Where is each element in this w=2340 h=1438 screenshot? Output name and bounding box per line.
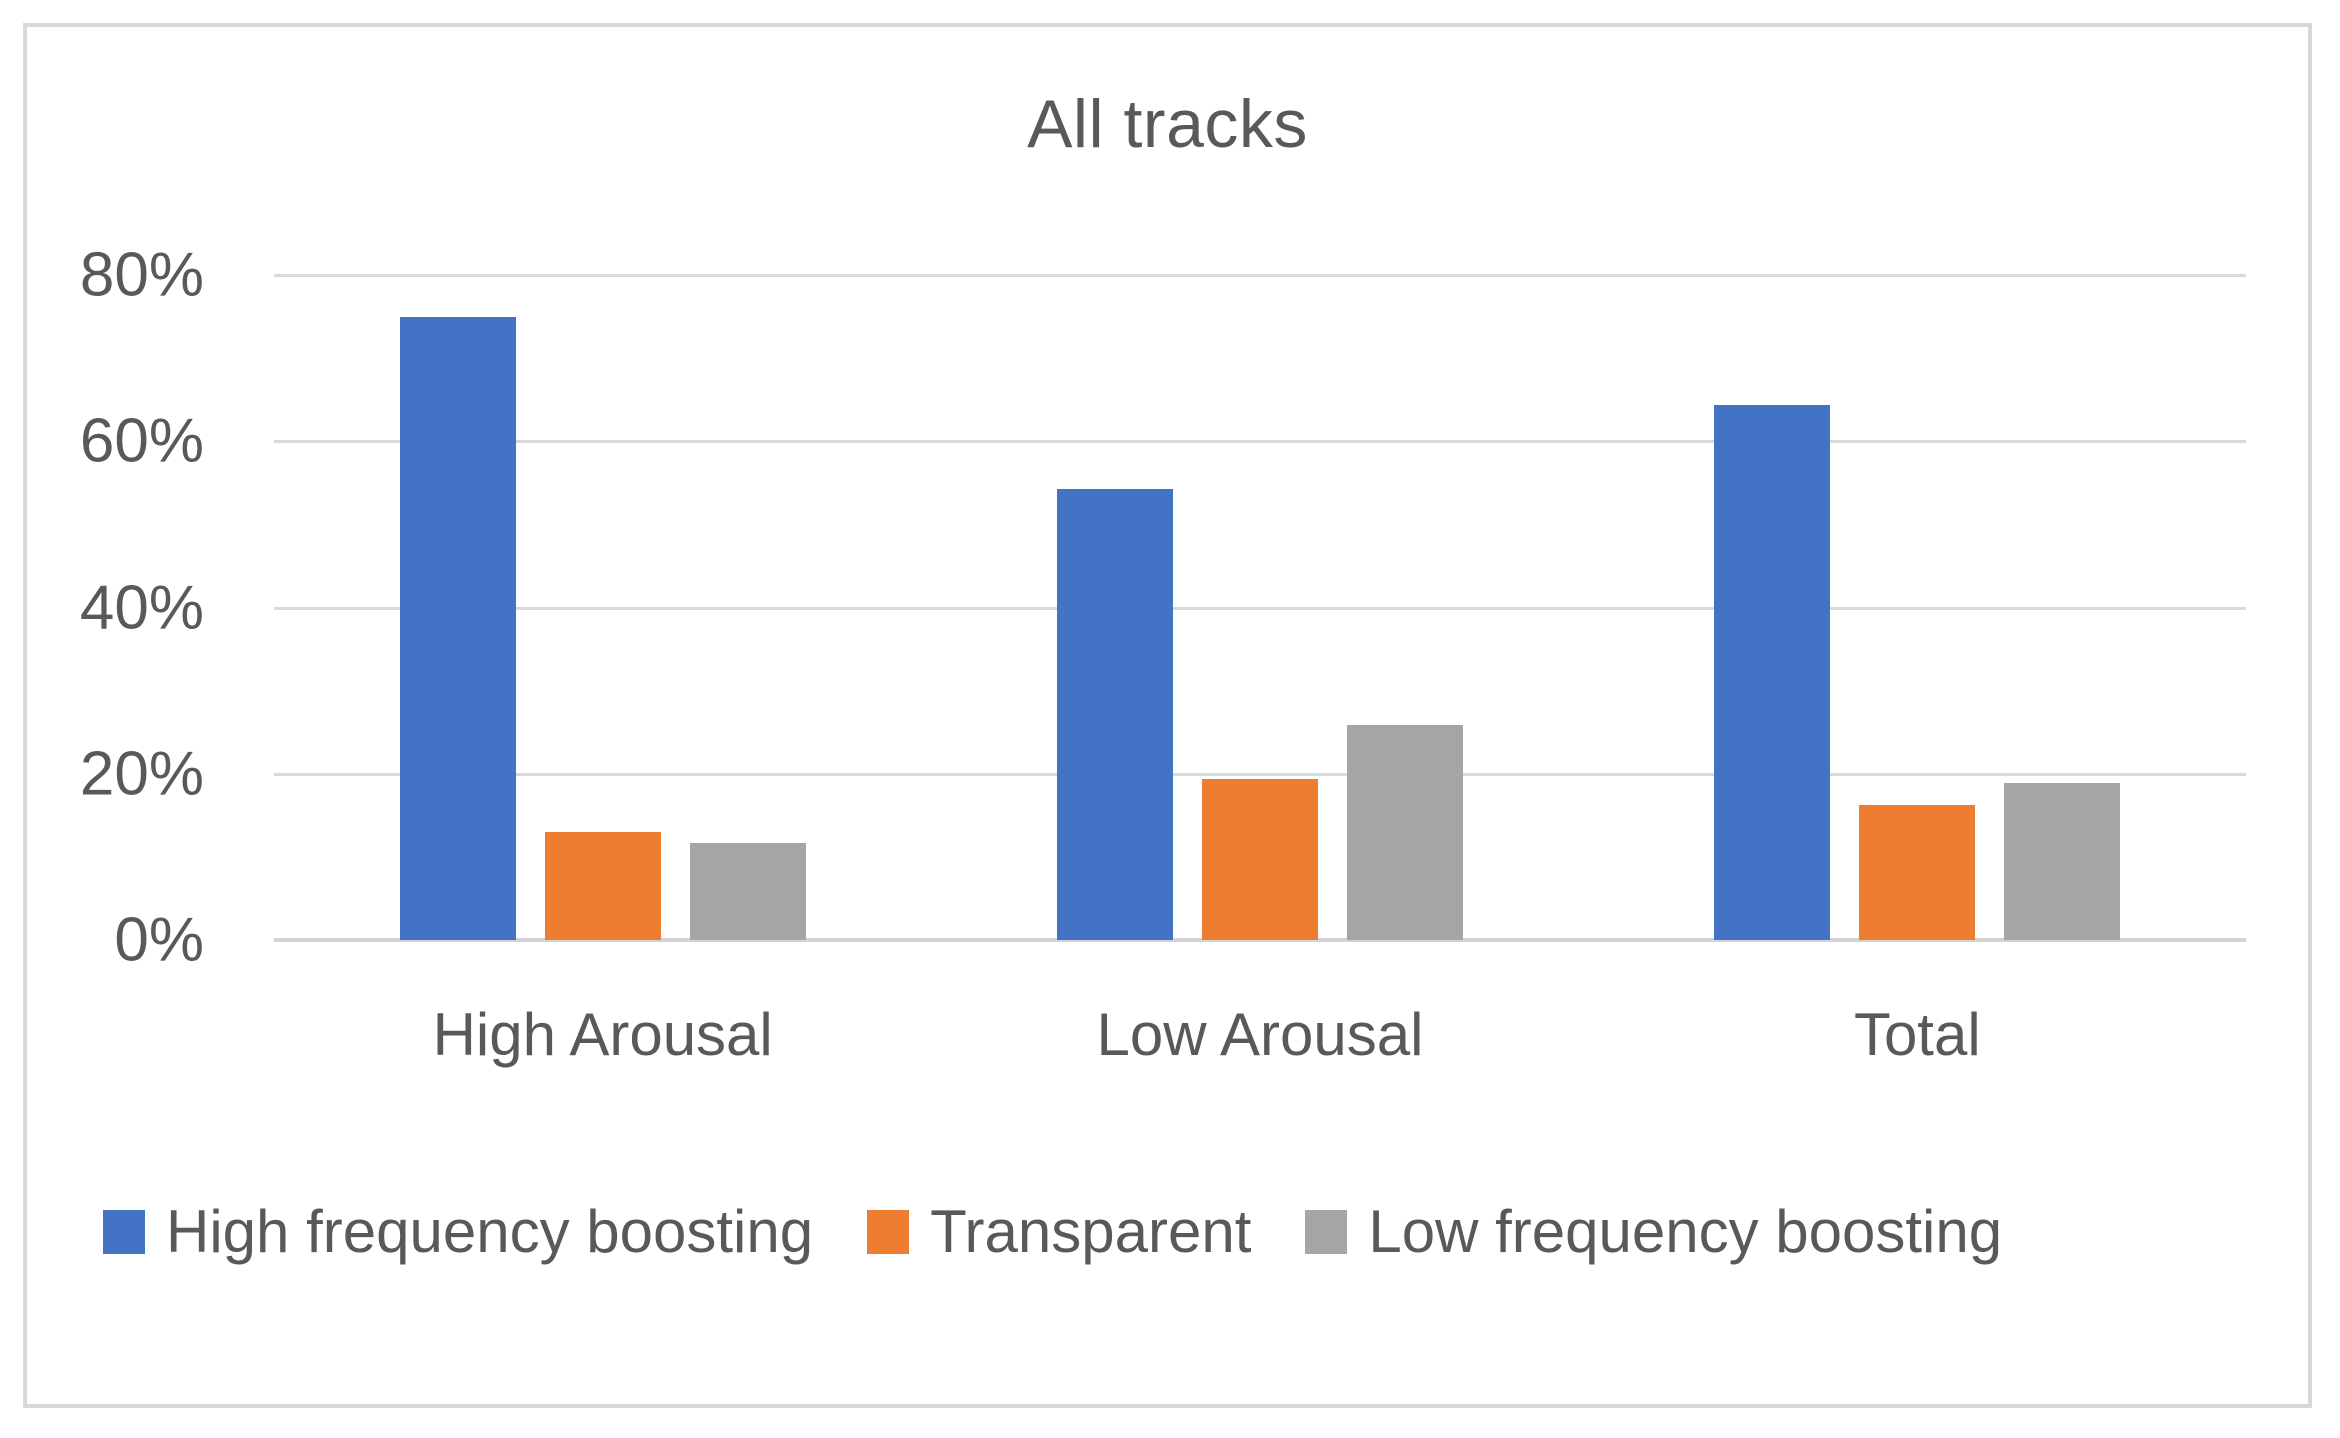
y-tick-40: 40%: [79, 573, 204, 642]
bar-low-frequency-boosting-low-arousal: [1346, 724, 1463, 940]
bar-high-frequency-boosting-total: [1714, 404, 1831, 940]
x-label-high-arousal: High Arousal: [432, 1001, 773, 1068]
bar-group-total: [1589, 275, 2246, 940]
legend-item-low-frequency-boosting: Low frequency boosting: [1305, 1197, 2002, 1266]
legend-item-high-frequency-boosting: High frequency boosting: [103, 1197, 813, 1266]
gridline: [274, 606, 2246, 610]
bar-low-frequency-boosting-total: [2004, 782, 2121, 940]
legend-item-transparent: Transparent: [867, 1197, 1251, 1266]
y-tick-60: 60%: [79, 406, 204, 476]
y-tick-0: 0%: [114, 905, 204, 975]
legend-label-high-frequency-boosting: High frequency boosting: [166, 1198, 814, 1265]
y-tick-80: 80%: [79, 240, 204, 310]
gridline: [274, 440, 2246, 444]
bar-group-low-arousal: [931, 275, 1588, 940]
chart-frame: All tracks 80% 60% 40% 20% 0% High Arousal Low…: [23, 23, 2312, 1408]
x-axis-line: [274, 938, 2246, 942]
legend-swatch-high-frequency-boosting: [103, 1209, 145, 1254]
bar-transparent-total: [1859, 805, 1976, 940]
x-label-low-arousal: Low Arousal: [1096, 1001, 1424, 1068]
bar-transparent-high-arousal: [544, 831, 661, 940]
x-label-total: Total: [1853, 1001, 1981, 1068]
chart-title: All tracks: [1027, 86, 1308, 162]
y-tick-20: 20%: [79, 739, 204, 809]
legend-label-low-frequency-boosting: Low frequency boosting: [1368, 1198, 2003, 1265]
bar-high-frequency-boosting-low-arousal: [1056, 488, 1173, 940]
legend-swatch-transparent: [867, 1209, 910, 1254]
gridline: [274, 274, 2246, 277]
legend: High frequency boosting Transparent Low fr…: [103, 1197, 2002, 1266]
legend-label-transparent: Transparent: [930, 1198, 1252, 1265]
gridline: [274, 772, 2246, 776]
bar-transparent-low-arousal: [1201, 778, 1318, 940]
bar-high-frequency-boosting-high-arousal: [399, 316, 516, 940]
bar-low-frequency-boosting-high-arousal: [689, 842, 806, 940]
legend-swatch-low-frequency-boosting: [1305, 1209, 1348, 1254]
bar-group-high-arousal: [274, 275, 931, 940]
